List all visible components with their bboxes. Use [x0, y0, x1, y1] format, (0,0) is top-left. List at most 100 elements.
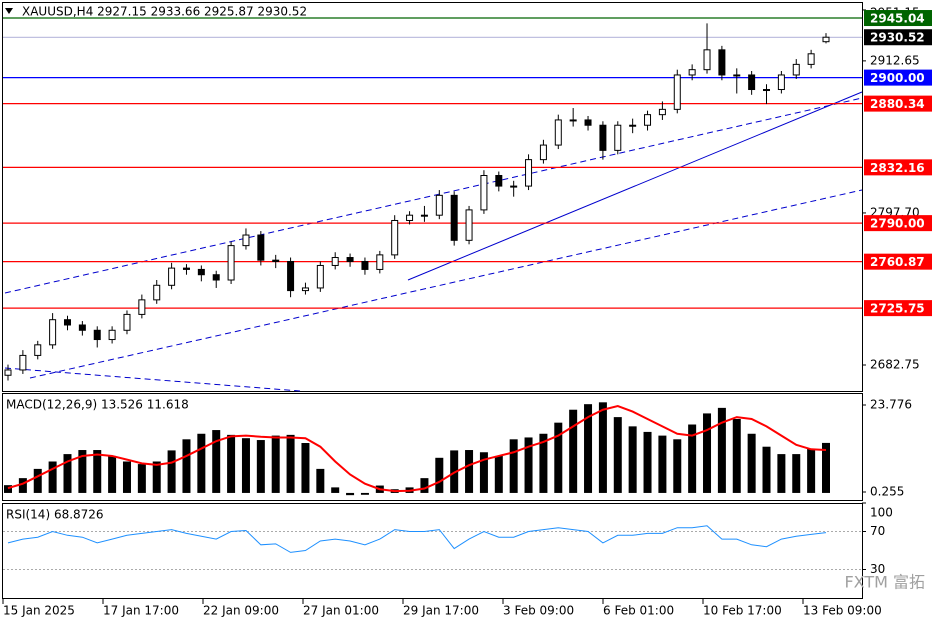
- macd-bar: [152, 461, 161, 493]
- macd-bar: [108, 455, 117, 493]
- level-tag: [864, 10, 932, 27]
- macd-bar: [658, 435, 667, 493]
- macd-bar: [227, 434, 236, 493]
- macd-bar: [762, 446, 771, 493]
- candle-body: [331, 257, 339, 266]
- level-label: 2725.75: [870, 302, 925, 316]
- macd-bar: [33, 468, 42, 493]
- level-label: 2790.00: [870, 217, 925, 231]
- macd-bar: [822, 442, 830, 493]
- candle-body: [197, 268, 205, 276]
- y-tick-label: 2912.65: [870, 53, 920, 67]
- macd-bar: [137, 464, 146, 493]
- macd-bar: [271, 435, 280, 493]
- y-tick-label: 30: [870, 562, 885, 576]
- macd-bar: [346, 492, 355, 496]
- rsi-title: RSI(14) 68.8726: [6, 508, 104, 522]
- candle-body: [257, 234, 265, 261]
- macd-bar: [465, 450, 474, 493]
- level-label: 2930.52: [870, 31, 925, 45]
- candle-body: [465, 209, 473, 241]
- x-tick-label: 22 Jan 09:00: [203, 604, 279, 618]
- candle-body: [287, 260, 295, 292]
- candle-body: [168, 267, 176, 286]
- candle-body: [376, 254, 384, 270]
- candle-body: [450, 194, 458, 241]
- macd-bar: [301, 443, 310, 493]
- candle-body: [93, 329, 101, 341]
- x-tick-label: 27 Jan 01:00: [303, 604, 379, 618]
- macd-bar: [539, 433, 548, 493]
- y-tick-label: 70: [870, 524, 885, 538]
- candle-body: [420, 214, 428, 217]
- candle-body: [4, 369, 12, 376]
- macd-bar: [93, 450, 102, 493]
- level-tag: [864, 300, 932, 317]
- macd-bar: [494, 455, 503, 493]
- candle-body: [182, 267, 190, 270]
- candle-body: [584, 119, 592, 126]
- rsi-line: [7, 525, 827, 553]
- level-label: 2832.16: [870, 161, 925, 175]
- candle-body: [123, 313, 131, 331]
- title-arrow: [5, 8, 13, 14]
- y-tick-label: 100: [870, 506, 893, 520]
- candle-body: [599, 124, 607, 151]
- macd-bar: [420, 478, 429, 493]
- candle-body: [49, 319, 57, 346]
- macd-bar: [122, 461, 131, 493]
- macd-bar: [78, 450, 87, 493]
- candle-body: [242, 234, 250, 247]
- channel-lower: [29, 189, 863, 379]
- macd-bar: [598, 402, 607, 493]
- macd-bar: [4, 485, 12, 493]
- y-tick-label: 23.776: [870, 397, 912, 411]
- candle-body: [227, 245, 235, 281]
- rsi-panel: [2, 503, 863, 599]
- candle-body: [554, 119, 562, 146]
- y-tick-label: 0.255: [870, 484, 904, 498]
- candle-body: [346, 257, 354, 262]
- y-tick-label: 2682.75: [870, 358, 920, 372]
- macd-bar: [316, 468, 325, 493]
- macd-bar: [435, 457, 444, 493]
- candle-body: [138, 299, 146, 315]
- macd-bar: [479, 452, 488, 493]
- watermark: FXTM 富拓: [844, 573, 925, 592]
- level-label: 2880.34: [870, 97, 925, 111]
- candle-body: [673, 74, 681, 110]
- candle-body: [718, 49, 726, 76]
- candle-body: [153, 284, 161, 301]
- macd-bar: [703, 413, 712, 493]
- candle-body: [34, 344, 42, 356]
- candle-body: [63, 319, 71, 326]
- macd-bar: [197, 433, 206, 493]
- macd-bar: [688, 424, 697, 493]
- macd-bar: [792, 454, 801, 493]
- x-tick-label: 15 Jan 2025: [3, 604, 75, 618]
- main-panel: [2, 2, 863, 392]
- chart-title: XAUUSD,H4 2927.15 2933.66 2925.87 2930.5…: [22, 5, 307, 19]
- macd-bar: [643, 431, 652, 493]
- level-label: 2900.00: [870, 71, 925, 85]
- candle-body: [703, 49, 711, 71]
- candle-body: [301, 287, 309, 292]
- candle-body: [108, 329, 116, 341]
- macd-bar: [256, 440, 265, 493]
- candle-body: [792, 63, 800, 76]
- x-tick-label: 6 Feb 01:00: [603, 604, 674, 618]
- candle-body: [614, 124, 622, 151]
- candle-body: [361, 260, 369, 270]
- x-tick-label: 3 Feb 09:00: [503, 604, 574, 618]
- macd-bar: [524, 437, 533, 493]
- level-tag: [864, 159, 932, 176]
- x-tick-label: 29 Jan 17:00: [403, 604, 479, 618]
- level-label: 2945.04: [870, 12, 925, 26]
- candle-body: [212, 274, 220, 281]
- macd-bar: [554, 422, 563, 493]
- candle-body: [435, 194, 443, 216]
- candle-body: [658, 108, 666, 116]
- candle-body: [688, 69, 696, 76]
- macd-bar: [360, 492, 369, 495]
- level-tag: [864, 215, 932, 232]
